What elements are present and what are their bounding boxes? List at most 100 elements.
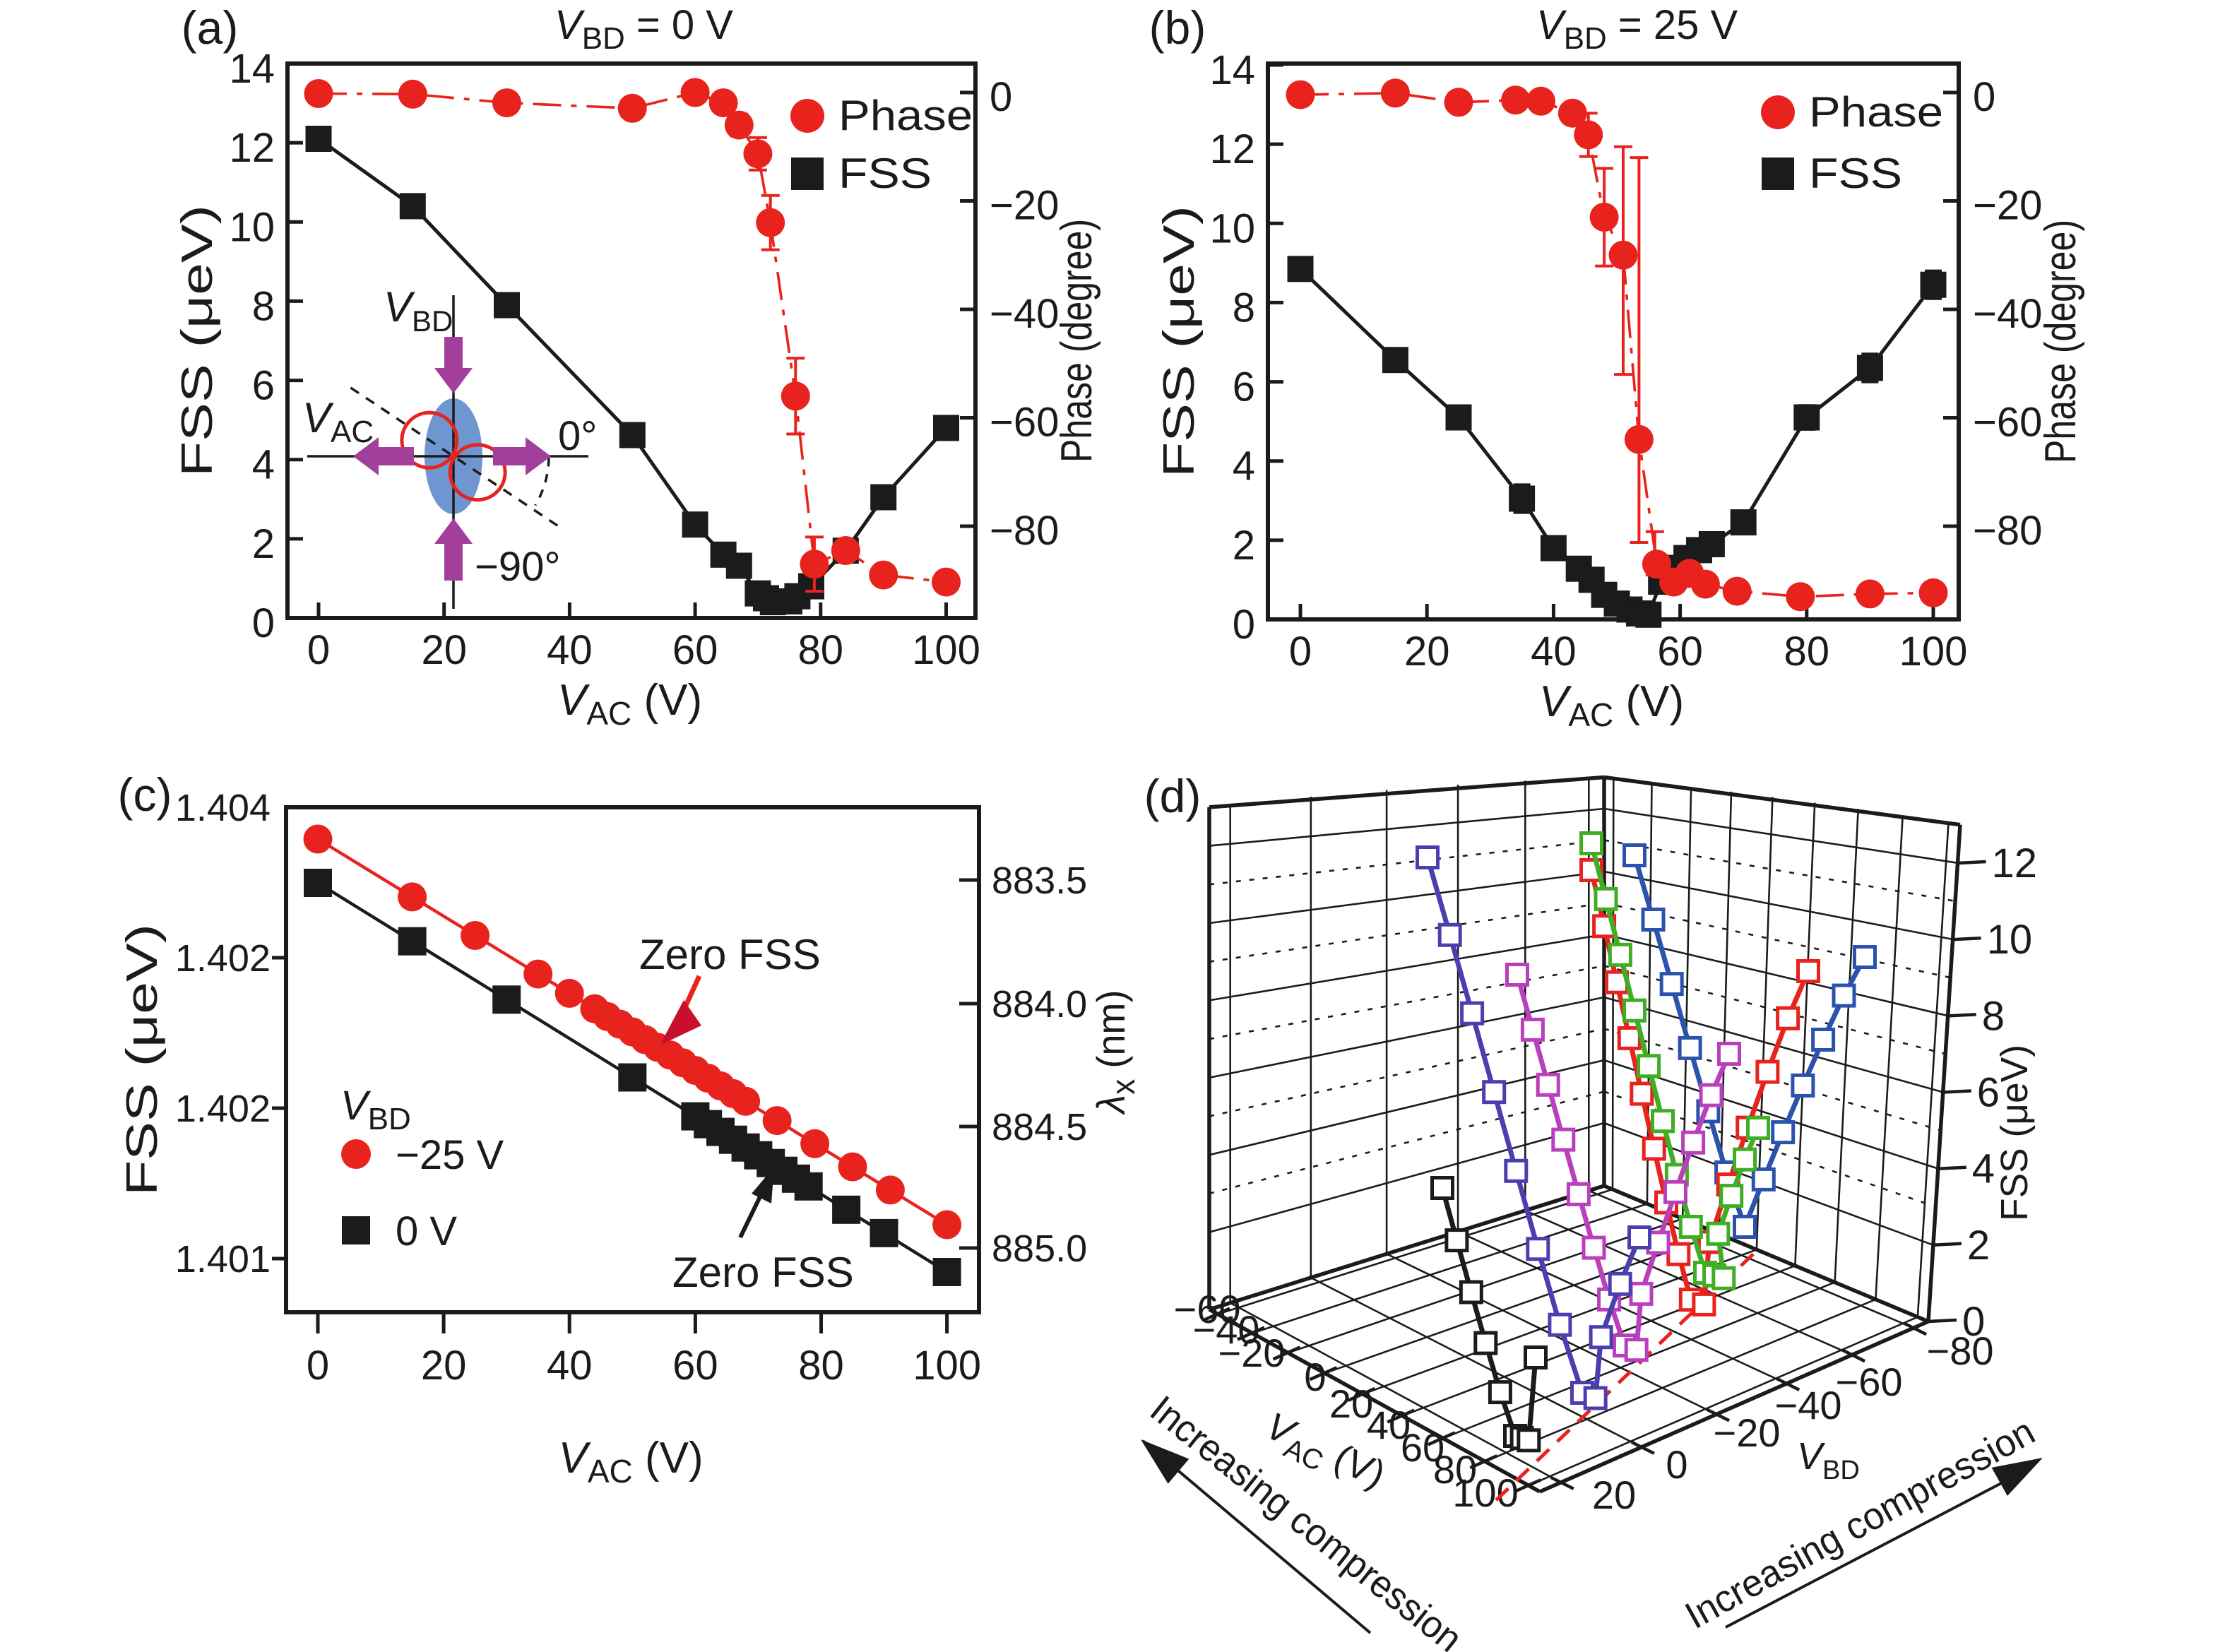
svg-text:−25 V: −25 V bbox=[396, 1132, 504, 1178]
svg-text:2: 2 bbox=[252, 521, 275, 567]
svg-text:6: 6 bbox=[252, 363, 275, 409]
svg-text:40: 40 bbox=[1367, 1403, 1411, 1447]
svg-text:−40: −40 bbox=[1193, 1307, 1260, 1352]
svg-text:FSS (μeV): FSS (μeV) bbox=[173, 205, 222, 477]
svg-text:1.401: 1.401 bbox=[175, 1238, 271, 1280]
svg-text:VAC (V): VAC (V) bbox=[557, 676, 702, 732]
svg-text:10: 10 bbox=[1987, 917, 2033, 963]
svg-text:−20: −20 bbox=[1714, 1410, 1781, 1455]
svg-text:−20: −20 bbox=[1218, 1331, 1286, 1375]
svg-text:−80: −80 bbox=[1973, 508, 2042, 554]
svg-text:20: 20 bbox=[421, 1343, 467, 1389]
svg-text:VBD: VBD bbox=[1797, 1435, 1860, 1485]
svg-text:0: 0 bbox=[1304, 1355, 1326, 1399]
svg-text:VAC: VAC bbox=[302, 394, 374, 449]
svg-text:−90°: −90° bbox=[475, 544, 561, 590]
svg-text:2: 2 bbox=[1233, 523, 1255, 569]
svg-text:8: 8 bbox=[252, 283, 275, 329]
svg-text:−20: −20 bbox=[990, 183, 1059, 229]
svg-text:0: 0 bbox=[307, 1343, 329, 1389]
svg-text:−60: −60 bbox=[1836, 1360, 1903, 1404]
svg-text:40: 40 bbox=[547, 627, 593, 673]
svg-text:20: 20 bbox=[1329, 1381, 1373, 1426]
svg-text:60: 60 bbox=[1657, 629, 1703, 675]
svg-text:FSS (μeV): FSS (μeV) bbox=[1155, 206, 1204, 477]
svg-text:6: 6 bbox=[1233, 364, 1255, 410]
svg-text:VAC (V): VAC (V) bbox=[559, 1434, 704, 1490]
svg-text:0: 0 bbox=[1973, 74, 1995, 120]
svg-text:40: 40 bbox=[547, 1343, 593, 1389]
svg-text:8: 8 bbox=[1233, 285, 1255, 331]
svg-text:100: 100 bbox=[912, 627, 980, 673]
svg-text:0 V: 0 V bbox=[396, 1208, 457, 1254]
svg-text:FSS: FSS bbox=[838, 150, 932, 197]
svg-text:20: 20 bbox=[1404, 629, 1450, 675]
svg-text:Zero FSS: Zero FSS bbox=[672, 1249, 854, 1296]
svg-text:4: 4 bbox=[1972, 1146, 1995, 1192]
svg-text:VAC (V): VAC (V) bbox=[1539, 677, 1684, 733]
svg-text:0: 0 bbox=[1289, 629, 1312, 675]
svg-text:0: 0 bbox=[307, 627, 330, 673]
svg-text:12: 12 bbox=[229, 125, 275, 171]
svg-text:80: 80 bbox=[1784, 629, 1830, 675]
svg-text:60: 60 bbox=[1401, 1425, 1444, 1470]
svg-text:12: 12 bbox=[1992, 840, 2038, 886]
svg-text:4: 4 bbox=[1233, 444, 1255, 489]
svg-text:(c): (c) bbox=[118, 768, 172, 821]
svg-text:0°: 0° bbox=[558, 413, 597, 459]
svg-text:VBD: VBD bbox=[340, 1083, 411, 1136]
svg-text:80: 80 bbox=[798, 627, 844, 673]
svg-text:12: 12 bbox=[1209, 126, 1255, 172]
svg-text:λx (nm): λx (nm) bbox=[1088, 990, 1141, 1116]
svg-text:4: 4 bbox=[252, 442, 275, 488]
svg-text:−40: −40 bbox=[1775, 1383, 1842, 1427]
svg-text:(b): (b) bbox=[1149, 1, 1206, 54]
svg-text:1.404: 1.404 bbox=[175, 787, 271, 829]
svg-text:1.402: 1.402 bbox=[175, 1088, 271, 1130]
svg-text:−20: −20 bbox=[1973, 183, 2042, 229]
svg-text:100: 100 bbox=[1899, 629, 1968, 675]
svg-text:−60: −60 bbox=[990, 400, 1059, 446]
svg-text:80: 80 bbox=[1433, 1447, 1477, 1492]
svg-text:Phase (degree): Phase (degree) bbox=[2036, 220, 2085, 463]
svg-text:10: 10 bbox=[1209, 206, 1255, 251]
svg-text:0: 0 bbox=[1962, 1299, 1985, 1345]
svg-text:8: 8 bbox=[1982, 993, 2005, 1039]
svg-text:0: 0 bbox=[990, 74, 1012, 120]
svg-text:883.5: 883.5 bbox=[992, 860, 1087, 902]
svg-text:0: 0 bbox=[1233, 602, 1255, 648]
svg-text:884.5: 884.5 bbox=[992, 1106, 1087, 1148]
svg-text:VBD: VBD bbox=[384, 283, 453, 338]
svg-text:0: 0 bbox=[1666, 1442, 1687, 1487]
svg-text:40: 40 bbox=[1531, 629, 1577, 675]
svg-text:FSS: FSS bbox=[1809, 150, 1902, 197]
svg-text:1.402: 1.402 bbox=[175, 937, 271, 980]
svg-text:80: 80 bbox=[798, 1343, 844, 1389]
svg-text:0: 0 bbox=[252, 600, 275, 646]
svg-text:Zero FSS: Zero FSS bbox=[639, 931, 821, 978]
svg-text:(d): (d) bbox=[1144, 770, 1202, 822]
svg-text:(a): (a) bbox=[182, 1, 239, 54]
svg-text:14: 14 bbox=[229, 46, 275, 92]
svg-text:Phase: Phase bbox=[838, 92, 973, 139]
svg-text:−60: −60 bbox=[1174, 1287, 1241, 1331]
svg-text:−80: −80 bbox=[1927, 1329, 1994, 1373]
svg-text:885.0: 885.0 bbox=[992, 1228, 1087, 1270]
svg-text:100: 100 bbox=[913, 1343, 981, 1389]
svg-text:2: 2 bbox=[1967, 1223, 1990, 1268]
svg-text:60: 60 bbox=[672, 627, 718, 673]
svg-text:20: 20 bbox=[421, 627, 467, 673]
svg-text:Phase (degree): Phase (degree) bbox=[1052, 219, 1101, 463]
svg-text:Phase: Phase bbox=[1809, 88, 1943, 136]
svg-text:14: 14 bbox=[1209, 47, 1255, 93]
svg-text:VBD = 25 V: VBD = 25 V bbox=[1536, 2, 1738, 56]
svg-text:100: 100 bbox=[1452, 1470, 1518, 1515]
svg-text:10: 10 bbox=[229, 204, 275, 250]
svg-text:60: 60 bbox=[672, 1343, 718, 1389]
svg-text:FSS (μeV): FSS (μeV) bbox=[1993, 1045, 2036, 1221]
svg-text:−40: −40 bbox=[1973, 291, 2042, 337]
svg-text:884.0: 884.0 bbox=[992, 983, 1087, 1026]
svg-text:−80: −80 bbox=[990, 508, 1059, 554]
svg-text:VBD = 0 V: VBD = 0 V bbox=[554, 2, 733, 56]
svg-text:20: 20 bbox=[1592, 1473, 1636, 1517]
